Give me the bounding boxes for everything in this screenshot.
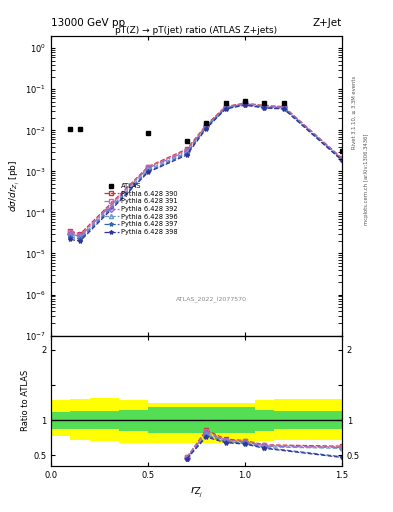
Pythia 6.428 392	[340, 156, 344, 162]
Pythia 6.428 390	[281, 103, 286, 110]
Pythia 6.428 396	[242, 101, 247, 108]
Pythia 6.428 390	[242, 100, 247, 106]
Pythia 6.428 397	[184, 151, 189, 157]
Pythia 6.428 391	[146, 164, 151, 170]
Pythia 6.428 397	[204, 125, 209, 131]
Text: Rivet 3.1.10, ≥ 3.3M events: Rivet 3.1.10, ≥ 3.3M events	[352, 76, 357, 150]
Pythia 6.428 390	[262, 102, 267, 109]
Pythia 6.428 390	[223, 103, 228, 110]
ATLAS	[262, 100, 267, 106]
Pythia 6.428 392	[68, 231, 73, 237]
ATLAS	[146, 130, 151, 136]
Pythia 6.428 398	[146, 169, 151, 175]
Line: Pythia 6.428 398: Pythia 6.428 398	[68, 103, 344, 243]
ATLAS	[78, 126, 83, 133]
Text: mcplots.cern.ch [arXiv:1306.3436]: mcplots.cern.ch [arXiv:1306.3436]	[364, 134, 369, 225]
Legend: ATLAS, Pythia 6.428 390, Pythia 6.428 391, Pythia 6.428 392, Pythia 6.428 396, P: ATLAS, Pythia 6.428 390, Pythia 6.428 39…	[104, 183, 178, 235]
Pythia 6.428 390	[68, 228, 73, 234]
Text: ATLAS_2022_I2077570: ATLAS_2022_I2077570	[176, 297, 246, 303]
Line: Pythia 6.428 397: Pythia 6.428 397	[68, 102, 344, 242]
Pythia 6.428 398	[281, 106, 286, 112]
Pythia 6.428 392	[262, 103, 267, 110]
Pythia 6.428 392	[242, 101, 247, 107]
ATLAS	[68, 126, 73, 133]
Pythia 6.428 391	[204, 122, 209, 129]
ATLAS	[184, 138, 189, 144]
Pythia 6.428 390	[340, 155, 344, 161]
ATLAS	[204, 120, 209, 126]
Y-axis label: Ratio to ATLAS: Ratio to ATLAS	[21, 370, 30, 432]
Pythia 6.428 390	[184, 146, 189, 152]
Pythia 6.428 398	[204, 125, 209, 132]
Pythia 6.428 396	[262, 104, 267, 110]
Pythia 6.428 396	[340, 156, 344, 162]
Pythia 6.428 398	[262, 105, 267, 111]
Line: ATLAS: ATLAS	[68, 98, 344, 153]
Pythia 6.428 396	[68, 232, 73, 238]
Pythia 6.428 390	[204, 122, 209, 128]
Pythia 6.428 391	[78, 232, 83, 238]
Line: Pythia 6.428 392: Pythia 6.428 392	[68, 102, 344, 239]
Pythia 6.428 396	[78, 235, 83, 241]
Pythia 6.428 397	[281, 105, 286, 112]
Text: Z+Jet: Z+Jet	[313, 18, 342, 28]
Text: 13000 GeV pp: 13000 GeV pp	[51, 18, 125, 28]
Pythia 6.428 392	[184, 148, 189, 154]
Pythia 6.428 398	[223, 106, 228, 112]
Pythia 6.428 397	[340, 157, 344, 163]
Y-axis label: $d\sigma/dr_{Z_j}$ [pb]: $d\sigma/dr_{Z_j}$ [pb]	[8, 160, 22, 212]
ATLAS	[242, 98, 247, 104]
Pythia 6.428 392	[223, 104, 228, 111]
Pythia 6.428 391	[340, 156, 344, 162]
Line: Pythia 6.428 390: Pythia 6.428 390	[68, 101, 344, 236]
Pythia 6.428 390	[146, 164, 151, 170]
Pythia 6.428 396	[281, 105, 286, 111]
Pythia 6.428 398	[242, 102, 247, 108]
Pythia 6.428 397	[78, 237, 83, 243]
Line: Pythia 6.428 391: Pythia 6.428 391	[68, 101, 344, 237]
Pythia 6.428 396	[204, 124, 209, 130]
Title: pT(Z) → pT(jet) ratio (ATLAS Z+jets): pT(Z) → pT(jet) ratio (ATLAS Z+jets)	[116, 26, 277, 35]
Pythia 6.428 397	[146, 168, 151, 175]
Pythia 6.428 392	[281, 104, 286, 111]
Pythia 6.428 396	[184, 150, 189, 156]
ATLAS	[281, 100, 286, 106]
Pythia 6.428 398	[340, 157, 344, 163]
Pythia 6.428 391	[184, 147, 189, 153]
Pythia 6.428 397	[68, 234, 73, 240]
Pythia 6.428 392	[78, 233, 83, 240]
Pythia 6.428 398	[78, 238, 83, 244]
Pythia 6.428 397	[262, 104, 267, 111]
Pythia 6.428 391	[223, 104, 228, 110]
ATLAS	[223, 100, 228, 106]
Pythia 6.428 392	[204, 123, 209, 130]
Pythia 6.428 392	[146, 165, 151, 171]
Pythia 6.428 391	[242, 100, 247, 106]
Pythia 6.428 396	[223, 105, 228, 111]
Pythia 6.428 391	[281, 104, 286, 110]
Pythia 6.428 398	[68, 237, 73, 243]
ATLAS	[340, 147, 344, 154]
Pythia 6.428 398	[184, 152, 189, 158]
Pythia 6.428 397	[223, 105, 228, 112]
Line: Pythia 6.428 396: Pythia 6.428 396	[68, 102, 344, 240]
X-axis label: $r_{Z_j}$: $r_{Z_j}$	[190, 485, 203, 500]
Pythia 6.428 391	[262, 103, 267, 109]
Pythia 6.428 391	[68, 229, 73, 236]
Pythia 6.428 390	[78, 231, 83, 237]
Pythia 6.428 397	[242, 102, 247, 108]
Pythia 6.428 396	[146, 166, 151, 173]
